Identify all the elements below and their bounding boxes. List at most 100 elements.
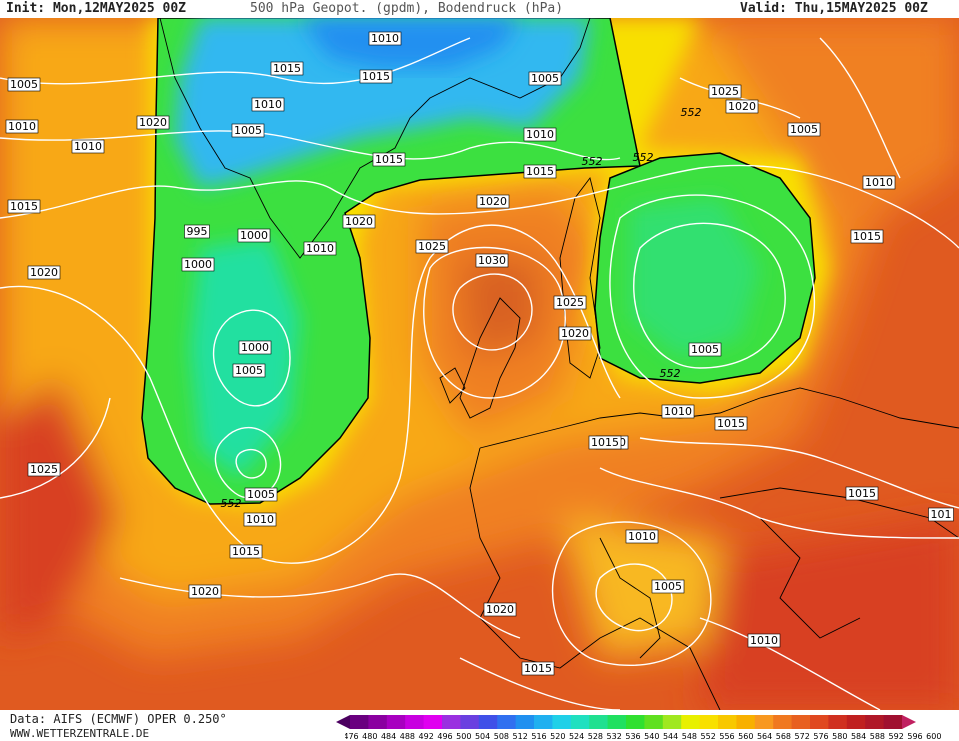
data-source: Data: AIFS (ECMWF) OPER 0.250° xyxy=(10,712,227,726)
colorbar-arrow-right xyxy=(902,715,916,729)
geopotential-label: 552 xyxy=(681,106,702,119)
geopotential-labels: 552 552 552 552 552 xyxy=(221,106,702,510)
valid-time: Valid: Thu,15MAY2025 00Z xyxy=(740,1,928,16)
svg-text:1020: 1020 xyxy=(479,195,507,208)
isobar-label: 1020 xyxy=(188,584,222,599)
colorbar-cell xyxy=(368,715,388,729)
colorbar-tick-label: 528 xyxy=(588,732,603,741)
svg-text:1005: 1005 xyxy=(247,488,275,501)
isobar-label: 1015 xyxy=(521,661,555,676)
isobar-label: 1010 xyxy=(661,404,695,419)
colorbar-tick-label: 592 xyxy=(889,732,904,741)
colorbar-cell xyxy=(515,715,535,729)
teal-area xyxy=(190,238,300,478)
isobar-label: 1015 xyxy=(7,199,41,214)
svg-text:1005: 1005 xyxy=(235,364,263,377)
svg-text:1015: 1015 xyxy=(853,230,881,243)
isobar-label: 1010 xyxy=(368,31,402,46)
isobar-label: 1010 xyxy=(243,512,277,527)
geopotential-label: 552 xyxy=(221,497,242,510)
colorbar-cell xyxy=(718,715,737,729)
svg-text:1005: 1005 xyxy=(531,72,559,85)
svg-text:1010: 1010 xyxy=(865,176,893,189)
colorbar-tick-label: 556 xyxy=(719,732,734,741)
isobar-label: 1015 xyxy=(229,544,263,559)
colorbar-tick-label: 480 xyxy=(362,732,377,741)
colorbar-cell xyxy=(607,715,627,729)
colorbar-tick-label: 476 xyxy=(345,732,359,741)
svg-text:1015: 1015 xyxy=(375,153,403,166)
colorbar-tick-label: 588 xyxy=(870,732,885,741)
isobar-label: 1020 xyxy=(725,99,759,114)
isobar-label: 1015 xyxy=(850,229,884,244)
colorbar-tick-label: 564 xyxy=(757,732,772,741)
isobar-label: 1020 xyxy=(136,115,170,130)
colorbar-tick-label: 504 xyxy=(475,732,490,741)
svg-text:1020: 1020 xyxy=(728,100,756,113)
svg-text:1020: 1020 xyxy=(486,603,514,616)
colorbar-cell xyxy=(662,715,682,729)
isobar-label: 1005 xyxy=(244,487,278,502)
cold-core-inner xyxy=(300,18,520,68)
isobar-label: 1010 xyxy=(862,175,896,190)
svg-text:1005: 1005 xyxy=(691,343,719,356)
colorbar-cell xyxy=(810,715,829,729)
svg-text:1020: 1020 xyxy=(561,327,589,340)
isobar-label: 1010 xyxy=(625,529,659,544)
cold-core xyxy=(175,18,590,188)
colorbar-cell xyxy=(460,715,480,729)
isobar-label: 1015 xyxy=(714,416,748,431)
isobar-label: 101 xyxy=(928,507,954,522)
colorbar-labels: 476 480 484 488 492 496 500 504 508 512 516 520 524 5… xyxy=(345,732,941,741)
colorbar-cell xyxy=(699,715,719,729)
isobar-label: 1005 xyxy=(688,342,722,357)
colorbar-cell xyxy=(442,715,461,729)
isobar-label: 1010 xyxy=(71,139,105,154)
isobar-label: 1025 xyxy=(553,295,587,310)
svg-text:1020: 1020 xyxy=(191,585,219,598)
isobar-label: 1020 xyxy=(27,265,61,280)
colorbar-tick-label: 500 xyxy=(456,732,471,741)
geopotential-label: 552 xyxy=(582,155,603,168)
svg-text:1025: 1025 xyxy=(30,463,58,476)
svg-text:1005: 1005 xyxy=(790,123,818,136)
weather-map[interactable]: 1010 1015 1015 1005 1010 1020 1005 1010 1010 1015… xyxy=(0,18,959,710)
colorbar-cell xyxy=(423,715,443,729)
svg-text:1015: 1015 xyxy=(232,545,260,558)
svg-text:1010: 1010 xyxy=(371,32,399,45)
svg-text:101: 101 xyxy=(931,508,952,521)
svg-text:1010: 1010 xyxy=(8,120,36,133)
chart-header: Init: Mon,12MAY2025 00Z 500 hPa Geopot. … xyxy=(0,0,959,18)
svg-text:1010: 1010 xyxy=(254,98,282,111)
colorbar-cell xyxy=(791,715,811,729)
colorbar-tick-label: 540 xyxy=(644,732,659,741)
isobar-label: 1020 xyxy=(476,194,510,209)
init-time: Init: Mon,12MAY2025 00Z xyxy=(6,1,187,16)
isobar-label: 1015 xyxy=(359,69,393,84)
colorbar-cell xyxy=(865,715,885,729)
svg-text:1020: 1020 xyxy=(345,215,373,228)
svg-text:1015: 1015 xyxy=(273,62,301,75)
isobar-label: 1000 xyxy=(238,340,272,355)
colorbar-cell xyxy=(534,715,553,729)
colorbar-cell xyxy=(570,715,590,729)
isobar-label: 1015 xyxy=(845,486,879,501)
isobar-label: 1020 xyxy=(558,326,592,341)
colorbar-tick-label: 572 xyxy=(795,732,810,741)
isobar-label: 1005 xyxy=(528,71,562,86)
isobar-label: 1015 xyxy=(588,435,622,450)
colorbar-tick-label: 560 xyxy=(738,732,753,741)
svg-text:995: 995 xyxy=(187,225,208,238)
isobar-label: 1005 xyxy=(787,122,821,137)
colorbar-tick-label: 568 xyxy=(776,732,791,741)
svg-text:1025: 1025 xyxy=(711,85,739,98)
svg-text:1010: 1010 xyxy=(246,513,274,526)
isobar-label: 1030 xyxy=(475,253,509,268)
colorbar-tick-label: 484 xyxy=(381,732,396,741)
isobar-label: 1015 xyxy=(523,164,557,179)
colorbar-tick-label: 496 xyxy=(437,732,452,741)
isobar-label: 1015 xyxy=(372,152,406,167)
svg-text:1010: 1010 xyxy=(306,242,334,255)
